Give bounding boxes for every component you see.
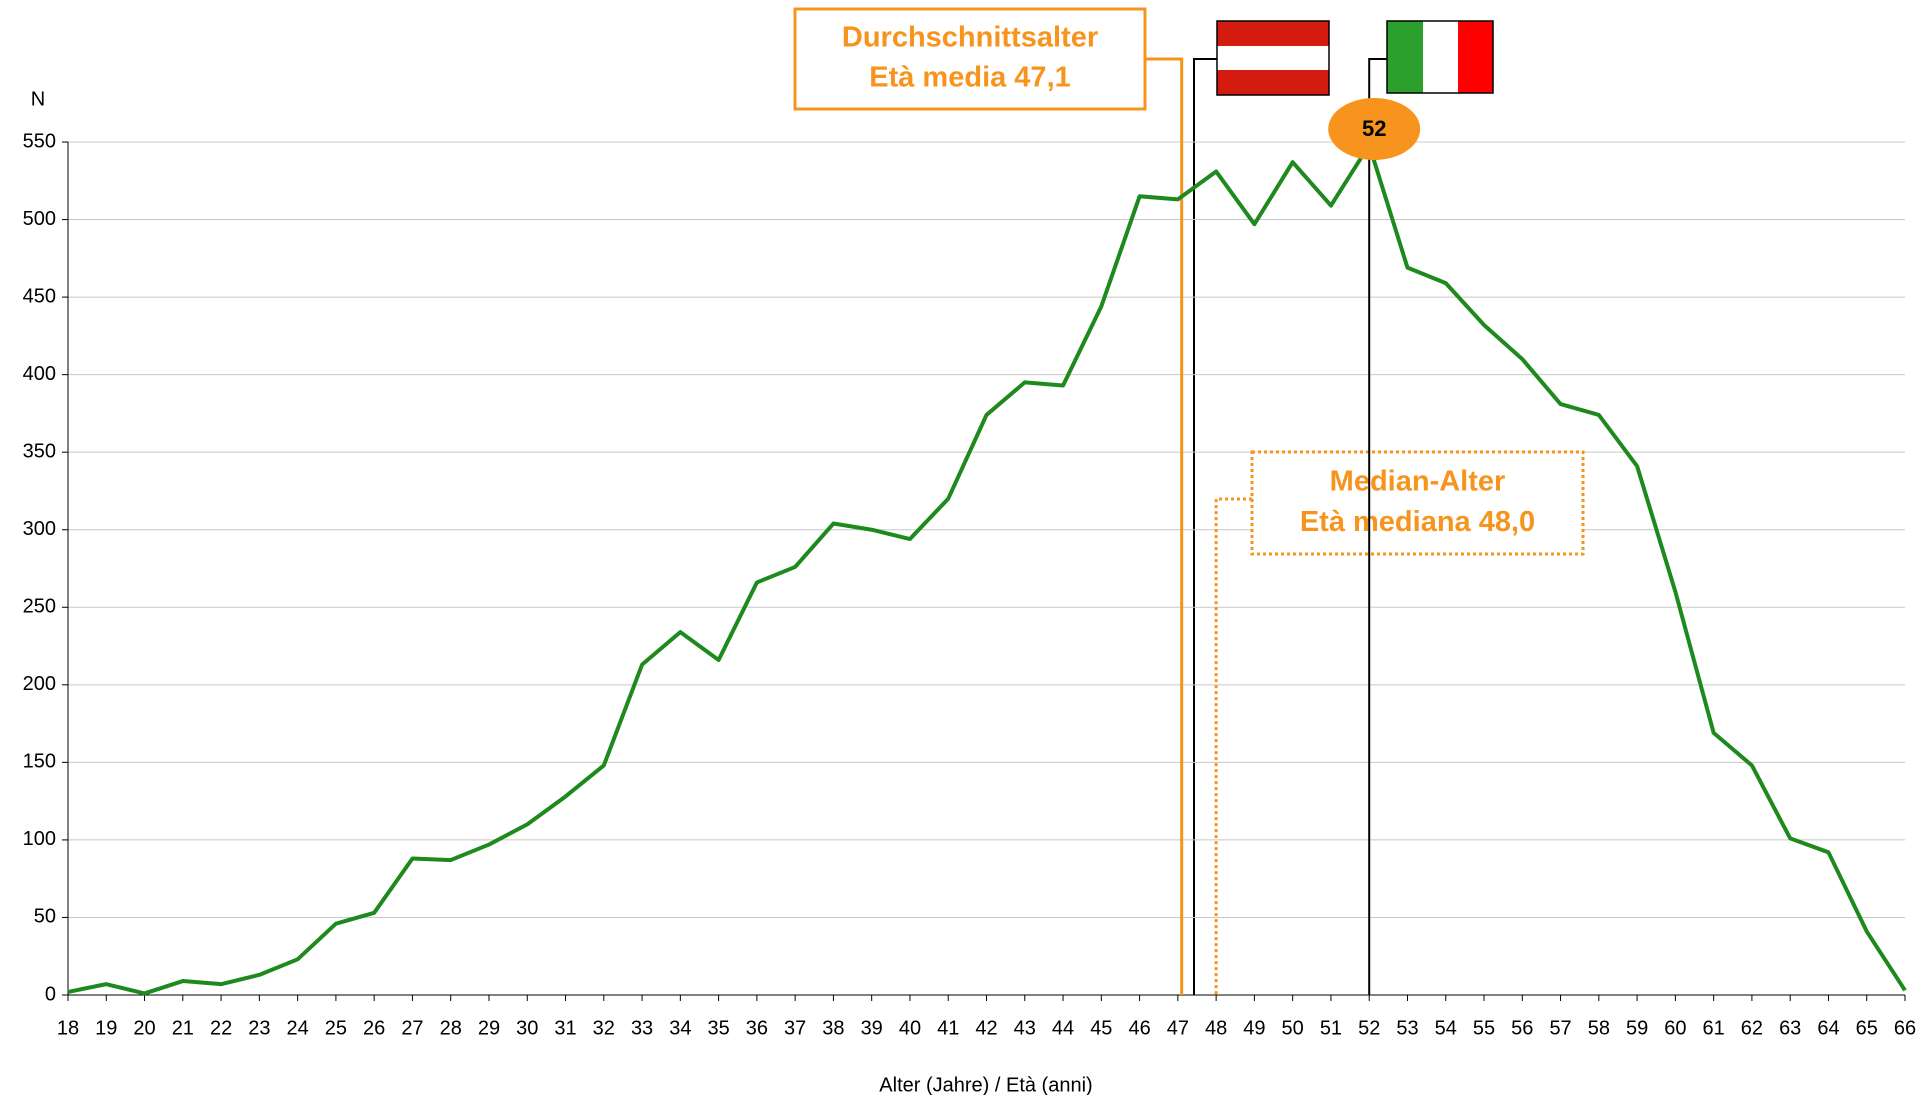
- y-tick-label: 250: [23, 596, 56, 618]
- x-tick-label: 48: [1205, 1017, 1227, 1039]
- x-tick-label: 58: [1588, 1017, 1610, 1039]
- x-tick-label: 30: [516, 1017, 538, 1039]
- x-tick-label: 63: [1779, 1017, 1801, 1039]
- annotation-box: [1250, 450, 1585, 556]
- annotation-line: [1145, 57, 1184, 995]
- x-tick-label: 62: [1741, 1017, 1763, 1039]
- annotation-box: [793, 7, 1147, 111]
- x-tick-label: 36: [746, 1017, 768, 1039]
- x-tick-label: 51: [1320, 1017, 1342, 1039]
- x-tick-label: 28: [440, 1017, 462, 1039]
- x-tick-label: 57: [1549, 1017, 1571, 1039]
- x-tick-label: 65: [1856, 1017, 1878, 1039]
- x-tick-label: 56: [1511, 1017, 1533, 1039]
- x-tick-label: 60: [1664, 1017, 1686, 1039]
- x-tick-label: 22: [210, 1017, 232, 1039]
- x-tick-label: 55: [1473, 1017, 1495, 1039]
- y-tick-label: 150: [23, 751, 56, 773]
- x-tick-label: 31: [554, 1017, 576, 1039]
- peak-label: 52: [1362, 116, 1386, 141]
- x-tick-label: 39: [861, 1017, 883, 1039]
- x-tick-label: 35: [707, 1017, 729, 1039]
- x-tick-label: 29: [478, 1017, 500, 1039]
- x-tick-label: 32: [593, 1017, 615, 1039]
- x-tick-label: 45: [1090, 1017, 1112, 1039]
- annotation-label: Età mediana 48,0: [1300, 506, 1535, 538]
- y-tick-label: 50: [34, 906, 56, 928]
- x-tick-label: 23: [248, 1017, 270, 1039]
- y-tick-label: 200: [23, 673, 56, 695]
- x-tick-label: 38: [822, 1017, 844, 1039]
- x-tick-label: 18: [57, 1017, 79, 1039]
- x-tick-label: 19: [95, 1017, 117, 1039]
- x-tick-label: 24: [287, 1017, 309, 1039]
- annotation-line: [1214, 497, 1252, 995]
- x-tick-label: 26: [363, 1017, 385, 1039]
- data-line: [67, 143, 1907, 996]
- x-tick-label: 37: [784, 1017, 806, 1039]
- x-tick-label: 64: [1817, 1017, 1839, 1039]
- italy-flag: [1386, 20, 1494, 94]
- annotation-title: Durchschnittsalter: [842, 22, 1098, 54]
- y-tick-label: 300: [23, 518, 56, 540]
- x-tick-label: 40: [899, 1017, 921, 1039]
- x-tick-label: 21: [172, 1017, 194, 1039]
- x-tick-label: 54: [1435, 1017, 1457, 1039]
- x-tick-label: 33: [631, 1017, 653, 1039]
- x-tick-label: 34: [669, 1017, 691, 1039]
- x-tick-label: 50: [1282, 1017, 1304, 1039]
- y-tick-label: 500: [23, 208, 56, 230]
- x-tick-label: 20: [133, 1017, 155, 1039]
- x-axis-label: Alter (Jahre) / Età (anni): [879, 1074, 1092, 1095]
- x-tick-label: 42: [975, 1017, 997, 1039]
- x-tick-label: 44: [1052, 1017, 1074, 1039]
- x-tick-label: 66: [1894, 1017, 1916, 1039]
- x-tick-label: 47: [1167, 1017, 1189, 1039]
- x-tick-label: 41: [937, 1017, 959, 1039]
- x-tick-label: 61: [1703, 1017, 1725, 1039]
- x-tick-label: 46: [1128, 1017, 1150, 1039]
- annotation-title: Median-Alter: [1330, 465, 1506, 497]
- x-tick-label: 49: [1243, 1017, 1265, 1039]
- austria-flag: [1193, 20, 1330, 995]
- annotation-label: Età media 47,1: [869, 62, 1071, 94]
- y-tick-label: 350: [23, 440, 56, 462]
- y-tick-label: 550: [23, 130, 56, 152]
- x-tick-label: 27: [401, 1017, 423, 1039]
- x-tick-label: 53: [1396, 1017, 1418, 1039]
- x-tick-label: 25: [325, 1017, 347, 1039]
- y-tick-label: 450: [23, 285, 56, 307]
- peak-line: [1368, 58, 1387, 995]
- x-tick-label: 52: [1358, 1017, 1380, 1039]
- y-tick-label: 0: [45, 983, 56, 1005]
- x-tick-label: 59: [1626, 1017, 1648, 1039]
- y-tick-label: 400: [23, 363, 56, 385]
- y-axis-label: N: [31, 88, 45, 110]
- x-tick-label: 43: [1014, 1017, 1036, 1039]
- peak-marker: [1328, 98, 1421, 160]
- y-tick-label: 100: [23, 828, 56, 850]
